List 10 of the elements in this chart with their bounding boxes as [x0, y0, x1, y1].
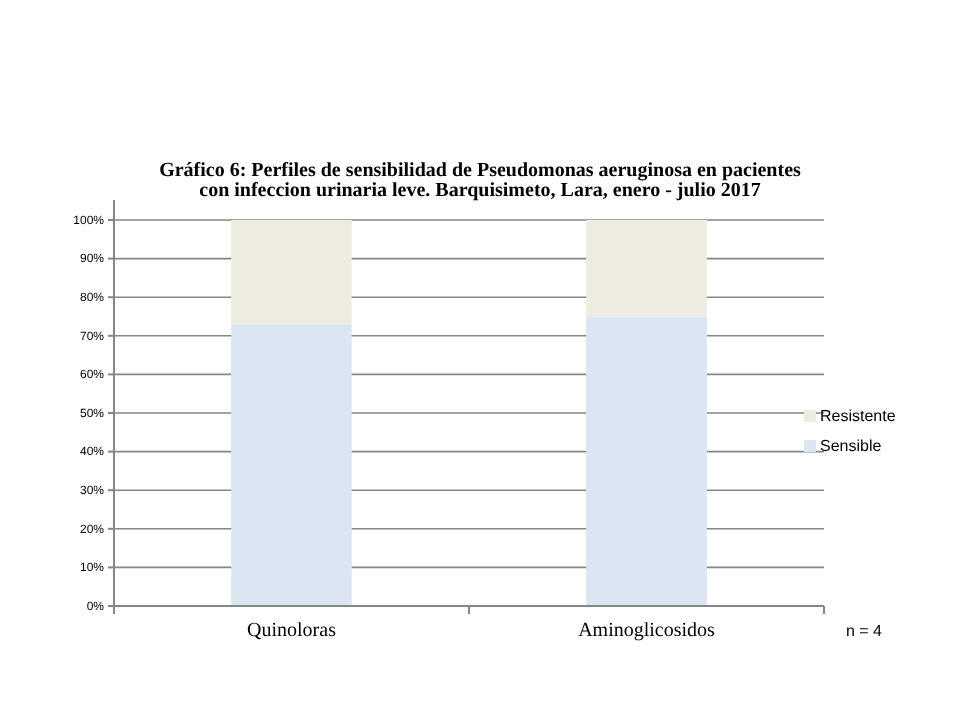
legend-label: Sensible — [820, 437, 883, 456]
bar — [231, 324, 352, 606]
x-tick-label: Quinoloras — [247, 620, 337, 642]
bar — [231, 220, 352, 325]
chart-title: Gráfico 6: Perfiles de sensibilidad de Pseudomonas aeruginosa en pacientes con infeccion urinaria leve. Barquisimeto, Lara, enero - julio 2017 — [159, 160, 802, 202]
bar — [586, 220, 707, 317]
x-tick-label: Aminoglicosidos — [578, 620, 716, 642]
legend-label: Resistente — [820, 407, 897, 426]
text: n = 4 — [845, 622, 884, 640]
bar — [586, 316, 707, 606]
